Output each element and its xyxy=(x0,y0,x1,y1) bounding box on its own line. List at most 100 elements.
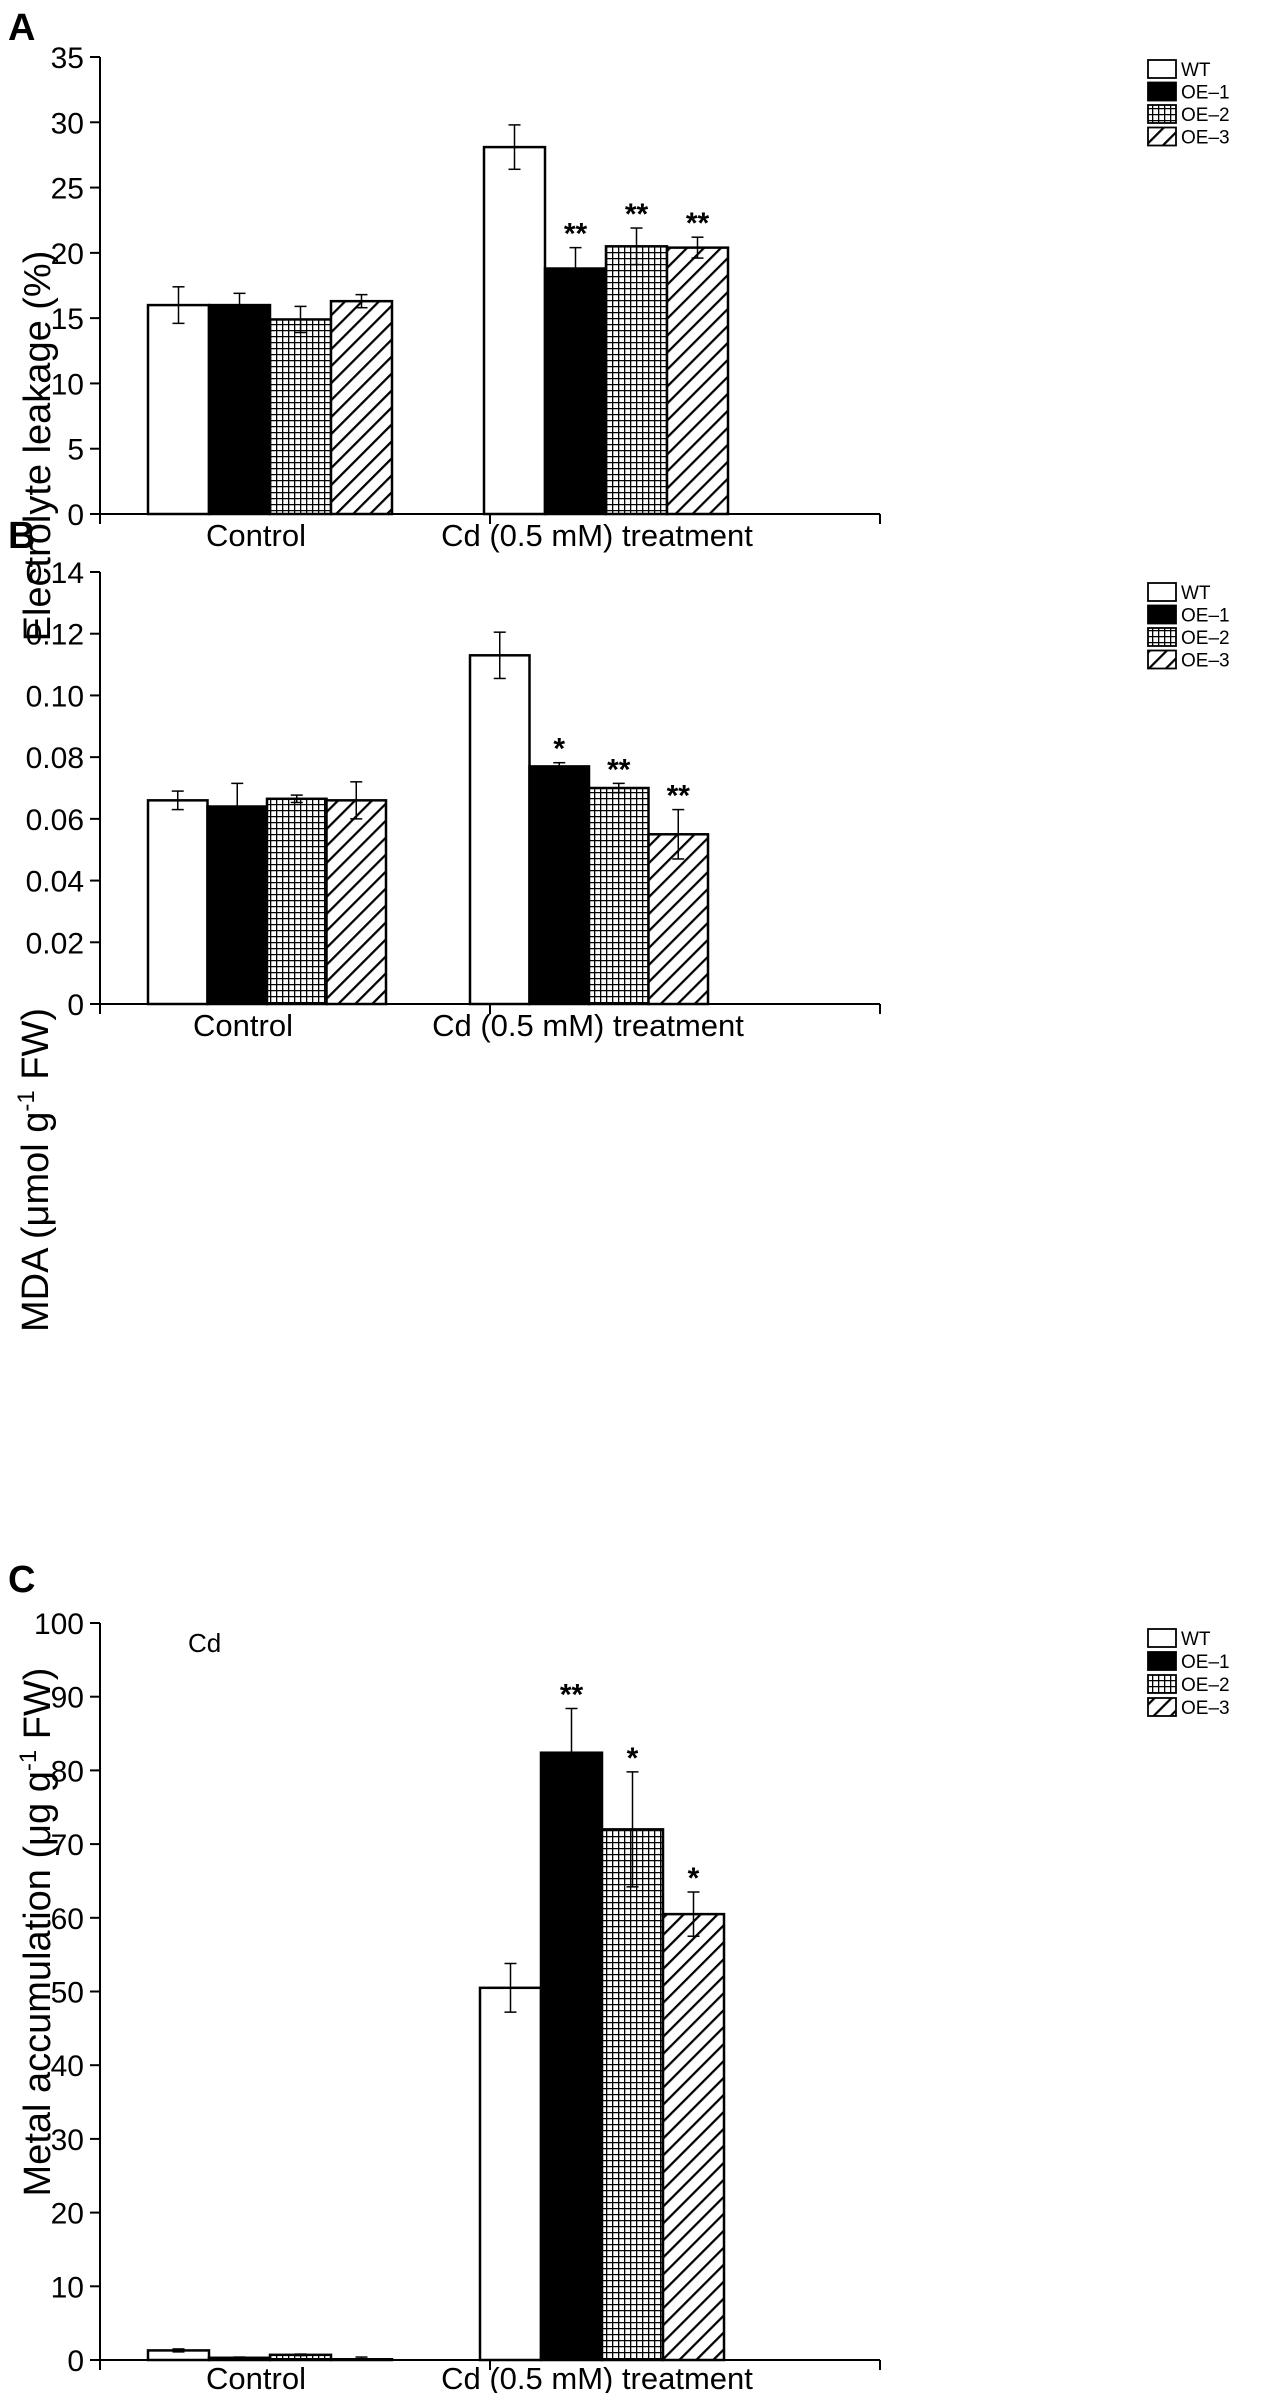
bar-oe-2-control xyxy=(265,797,328,1006)
y-tick-label: 80 xyxy=(51,1755,84,1788)
y-tick-label: 40 xyxy=(51,2050,84,2083)
panel-c-axes: 0 10 20 30 40 50 60 70 80 90 100 Control Cd (0.5 mM)… xyxy=(34,1608,881,2393)
y-tick-label: 20 xyxy=(51,238,84,271)
x-category-label: Cd (0.5 mM) treatment xyxy=(441,2361,753,2393)
bar-wt-cd-treatment xyxy=(482,145,547,516)
significance-mark: ** xyxy=(560,1678,584,1711)
bar-oe-1-cd-treatment xyxy=(528,765,591,1006)
bar-oe-3-cd-treatment xyxy=(661,1912,726,2362)
bar-oe-2-control xyxy=(268,318,333,516)
bar-wt-cd-treatment xyxy=(478,1986,543,2362)
y-tick-label: 60 xyxy=(51,1903,84,1936)
panel-a-letter: A xyxy=(8,7,35,49)
bar-oe-3-control xyxy=(325,799,388,1006)
legend-swatch xyxy=(1147,1674,1177,1694)
significance-mark: * xyxy=(553,733,565,766)
y-tick-label: 0.08 xyxy=(26,742,84,775)
bar-wt-control xyxy=(146,303,211,516)
bar-oe-2-cd-treatment xyxy=(604,245,669,516)
y-tick-label: 0.10 xyxy=(26,680,84,713)
bar-oe-3-control xyxy=(329,299,394,516)
legend-label: OE–1 xyxy=(1181,606,1230,627)
panel-b-letter: B xyxy=(8,515,35,557)
panel-b-ylabel: MDA (μmol g-1 FW) xyxy=(13,1008,57,1332)
y-tick-label: 30 xyxy=(51,2124,84,2157)
legend-label: OE–1 xyxy=(1181,1652,1230,1673)
y-tick-label: 20 xyxy=(51,2198,84,2231)
y-tick-label: 0 xyxy=(67,2345,84,2378)
y-tick-label: 25 xyxy=(51,173,84,206)
x-category-label: Control xyxy=(193,1008,293,1043)
significance-mark: ** xyxy=(564,218,588,251)
legend-swatch xyxy=(1147,126,1177,147)
legend-label: OE–3 xyxy=(1181,1698,1230,1719)
bar-oe-2-cd-treatment xyxy=(587,786,650,1006)
legend-label: WT xyxy=(1181,1629,1211,1650)
y-tick-label: 0 xyxy=(67,989,84,1022)
legend-swatch xyxy=(1147,81,1177,102)
x-category-label: Cd (0.5 mM) treatment xyxy=(432,1008,744,1043)
bar-oe-1-control xyxy=(207,303,272,516)
legend-label: OE–2 xyxy=(1181,105,1230,126)
panel-c-bars: **** xyxy=(146,1678,726,2362)
bar-wt-cd-treatment xyxy=(468,654,531,1006)
panel-a-bars: ** ** ** xyxy=(146,124,730,516)
legend-label: WT xyxy=(1181,60,1211,81)
legend-swatch xyxy=(1147,582,1177,602)
significance-mark: * xyxy=(688,1862,700,1895)
y-tick-label: 15 xyxy=(51,303,84,336)
y-tick-label: 0.12 xyxy=(26,619,84,652)
y-tick-label: 0.02 xyxy=(26,927,84,960)
panel-b-bars: ***** xyxy=(146,631,710,1006)
legend-label: OE–3 xyxy=(1181,651,1230,672)
panel-c: C 0 10 20 30 40 50 60 70 80 90 100 Control Cd (0.5 m… xyxy=(8,1559,1230,2393)
legend-swatch xyxy=(1147,1697,1177,1717)
panel-c-letter: C xyxy=(8,1559,35,1601)
panel-a: A 0 5 10 15 20 25 30 35 Control Cd (0.5 mM) treat… xyxy=(8,7,1230,641)
x-category-label: Cd (0.5 mM) treatment xyxy=(441,518,753,553)
y-tick-label: 0.14 xyxy=(26,557,84,590)
y-tick-label: 0.06 xyxy=(26,804,84,837)
y-tick-label: 50 xyxy=(51,1977,84,2010)
legend-swatch xyxy=(1147,1628,1177,1648)
legend-label: OE–3 xyxy=(1181,128,1230,149)
panel-b-axes: 0 0.02 0.04 0.06 0.08 0.10 0.12 0.14 Control Cd (… xyxy=(26,557,881,1043)
legend-swatch xyxy=(1147,59,1177,79)
panel-c-ylabel: Metal accumulation (μg g-1 FW) xyxy=(15,1668,59,2197)
panel-c-annotation: Cd xyxy=(188,1628,221,1658)
y-tick-label: 100 xyxy=(34,1608,84,1641)
bar-oe-1-cd-treatment xyxy=(543,267,608,516)
significance-mark: * xyxy=(627,1742,639,1775)
bar-oe-3-cd-treatment xyxy=(647,833,710,1006)
bar-oe-3-cd-treatment xyxy=(665,246,730,516)
legend-swatch xyxy=(1147,604,1177,625)
legend-label: WT xyxy=(1181,583,1211,604)
y-tick-label: 30 xyxy=(51,107,84,140)
y-tick-label: 0 xyxy=(67,499,84,532)
y-tick-label: 35 xyxy=(51,42,84,75)
y-tick-label: 70 xyxy=(51,1829,84,1862)
legend-label: OE–2 xyxy=(1181,628,1230,649)
legend-swatch xyxy=(1147,627,1177,647)
significance-mark: ** xyxy=(625,198,649,231)
legend-label: OE–2 xyxy=(1181,1675,1230,1696)
panel-b: B 0 0.02 0.04 0.06 0.08 0.10 0.12 0.14 Control Cd… xyxy=(8,515,1230,1332)
bar-oe-2-cd-treatment xyxy=(600,1828,665,2362)
significance-mark: ** xyxy=(686,207,710,240)
panel-a-ylabel: Electrolyte leakage (%) xyxy=(17,251,59,642)
legend-swatch xyxy=(1147,1651,1177,1671)
y-tick-label: 0.04 xyxy=(26,866,84,899)
y-tick-label: 5 xyxy=(67,434,84,467)
legend-swatch xyxy=(1147,104,1177,124)
bar-oe-1-cd-treatment xyxy=(539,1751,604,2362)
bar-oe-1-control xyxy=(206,805,269,1006)
x-category-label: Control xyxy=(206,518,306,553)
x-category-label: Control xyxy=(206,2361,306,2393)
y-tick-label: 10 xyxy=(51,368,84,401)
legend-swatch xyxy=(1147,649,1177,670)
panel-a-axes: 0 5 10 15 20 25 30 35 Control Cd (0.5 mM) treatme… xyxy=(51,42,881,553)
